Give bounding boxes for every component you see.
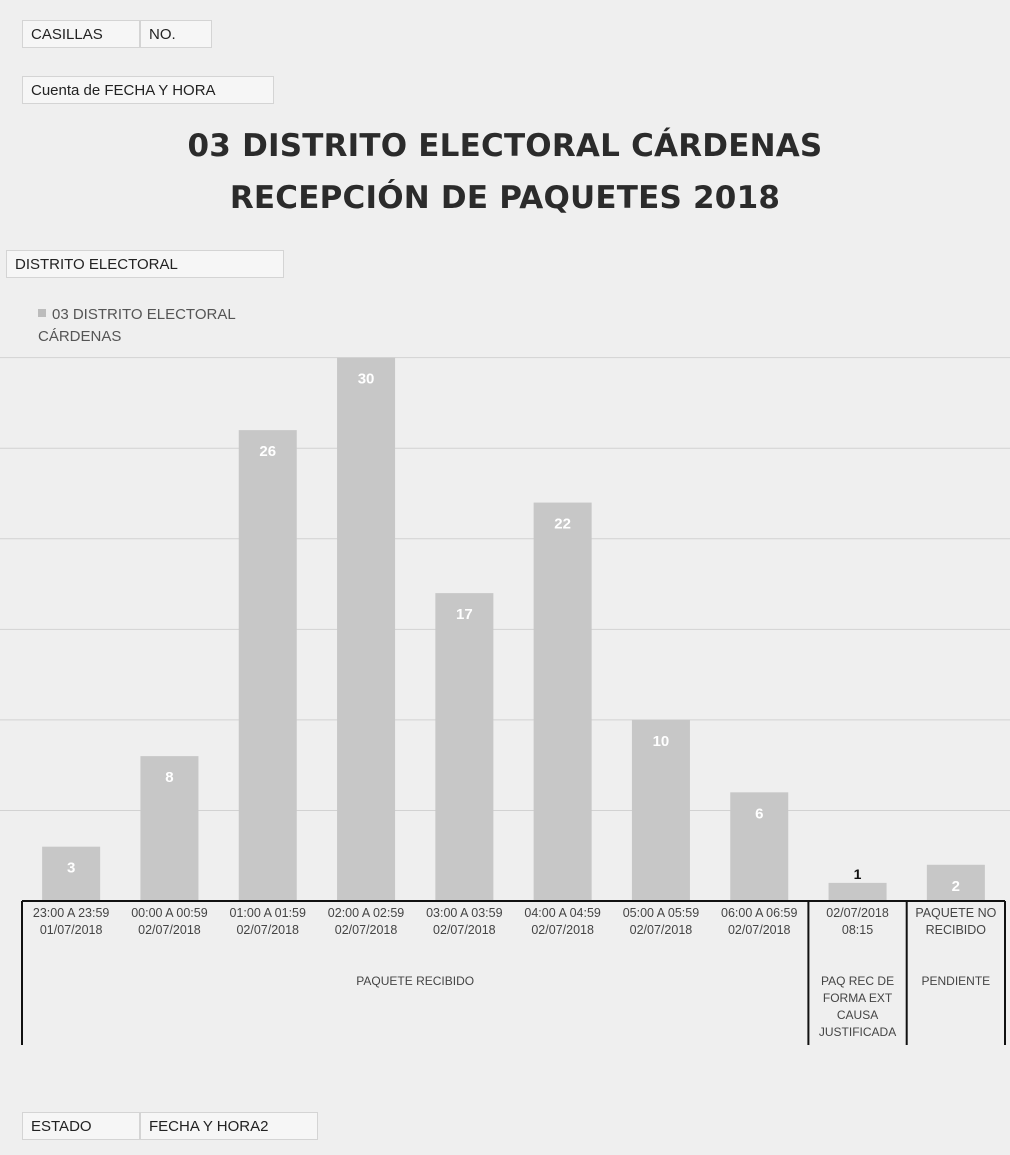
x-tick-label: 01:00 A 01:59 02/07/2018 [219, 905, 317, 939]
bar [337, 357, 396, 902]
x-tick-label: 23:00 A 23:59 01/07/2018 [22, 905, 120, 939]
x-tick-label-line1: 06:00 A 06:59 [721, 906, 798, 920]
x-group-label: PAQUETE RECIBIDO [356, 974, 475, 988]
x-tick-label: 06:00 A 06:59 02/07/2018 [710, 905, 808, 939]
x-tick-label: PAQUETE NO RECIBIDO [907, 905, 1005, 939]
data-label: 22 [554, 516, 571, 533]
x-tick-label-line2: 02/07/2018 [334, 923, 398, 937]
axis-frame [21, 900, 1006, 1045]
x-tick-label-line2: 02/07/2018 [433, 923, 496, 937]
x-tick-label-line1: 01:00 A 01:59 [229, 906, 306, 920]
data-label: 3 [67, 860, 75, 877]
x-tick-label-line1: 05:00 A 05:59 [622, 906, 700, 920]
legend-series-name: 03 DISTRITO ELECTORAL CÁRDENAS [38, 306, 236, 345]
bar [631, 719, 690, 901]
legend-swatch [38, 309, 46, 318]
chart-subtitle: RECEPCIÓN DE PAQUETES 2018 [229, 180, 781, 216]
x-tick-label: 00:00 A 00:59 02/07/2018 [120, 905, 218, 939]
data-label: 26 [259, 443, 276, 460]
x-tick-label-line1: 00:00 A 00:59 [131, 906, 208, 920]
data-label: 6 [755, 805, 763, 822]
bar [435, 593, 494, 901]
x-tick-label: 04:00 A 04:59 02/07/2018 [514, 905, 612, 939]
chart-legend: 03 DISTRITO ELECTORAL CÁRDENAS [38, 304, 298, 348]
x-tick-label-line2: 01/07/2018 [39, 923, 103, 937]
x-tick-label-line2: 02/07/2018 [138, 923, 201, 937]
data-label: 2 [952, 878, 960, 895]
x-tick-label: 03:00 A 03:59 02/07/2018 [415, 905, 513, 939]
x-tick-label-line2: 02/07/2018 [629, 923, 693, 937]
no-field-button[interactable]: NO. [140, 20, 212, 48]
x-tick-label-line1: 02/07/2018 [826, 906, 889, 920]
x-tick-label-line1: PAQUETE NO [915, 906, 997, 920]
estado-field-button[interactable]: ESTADO [22, 1112, 140, 1140]
x-tick-label-line2: 02/07/2018 [727, 923, 791, 937]
x-group-label: PENDIENTE [921, 974, 991, 988]
casillas-field-button[interactable]: CASILLAS [22, 20, 140, 48]
bar [42, 846, 101, 901]
x-group-label: PAQ REC DE FORMA EXT CAUSA JUSTIFICADA [818, 974, 897, 1039]
values-field-button[interactable]: Cuenta de FECHA Y HORA [22, 76, 274, 104]
data-label: 1 [854, 866, 862, 882]
x-tick-label: 02:00 A 02:59 02/07/2018 [317, 905, 415, 939]
x-tick-label-line1: 02:00 A 02:59 [327, 906, 405, 920]
fecha-hora2-field-button[interactable]: FECHA Y HORA2 [140, 1112, 318, 1140]
bar [533, 502, 592, 901]
bar-chart: 3 8 26 30 17 22 10 6 1 2 [0, 357, 1010, 1045]
x-tick-label-line2: 02/07/2018 [236, 923, 300, 937]
x-tick-label-line1: 04:00 A 04:59 [524, 906, 601, 920]
x-tick-label: 05:00 A 05:59 02/07/2018 [612, 905, 710, 939]
x-tick-label-line2: 08:15 [841, 923, 874, 937]
data-label: 17 [456, 606, 473, 623]
bar [140, 756, 199, 901]
grid-lines [0, 357, 1010, 811]
bars [42, 357, 985, 902]
bar [828, 882, 887, 901]
bar [926, 864, 985, 901]
x-tick-label-line2: 02/07/2018 [531, 923, 594, 937]
x-tick-label-line1: 03:00 A 03:59 [426, 906, 503, 920]
x-tick-label-line1: 23:00 A 23:59 [32, 906, 110, 920]
data-label: 8 [165, 769, 173, 786]
chart-title: 03 DISTRITO ELECTORAL CÁRDENAS [187, 128, 823, 164]
bar [238, 430, 297, 901]
data-labels: 3 8 26 30 17 22 10 6 1 2 [67, 371, 960, 895]
data-label: 30 [358, 371, 375, 388]
data-label: 10 [653, 733, 670, 750]
legend-field-button[interactable]: DISTRITO ELECTORAL [6, 250, 284, 278]
x-tick-label: 02/07/2018 08:15 [808, 905, 906, 939]
bar [730, 792, 789, 901]
x-tick-label-line2: RECIBIDO [925, 923, 987, 937]
